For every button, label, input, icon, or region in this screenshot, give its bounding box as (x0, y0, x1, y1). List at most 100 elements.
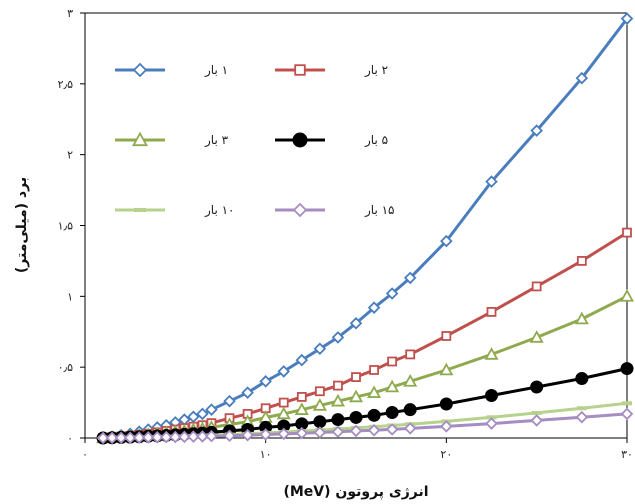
data-point (485, 389, 498, 402)
legend-marker (294, 64, 306, 76)
data-point (530, 124, 543, 137)
data-point (150, 431, 164, 444)
legend-marker (292, 132, 308, 148)
y-tick-label: ۱ (67, 290, 73, 303)
data-point (132, 431, 146, 444)
data-point (205, 429, 218, 443)
data-point (575, 372, 589, 385)
data-point (295, 426, 309, 440)
legend-marker (131, 131, 149, 147)
y-tick-label: ۱٫۵ (58, 220, 73, 233)
series-layer (96, 12, 635, 445)
data-point (330, 393, 345, 407)
data-point (105, 431, 119, 445)
data-point (403, 373, 418, 387)
legend-entry: ۱ بار (115, 62, 228, 78)
data-point (576, 256, 587, 266)
data-point (440, 420, 453, 433)
data-point (385, 379, 400, 393)
data-point (205, 403, 218, 416)
legend-marker (134, 208, 146, 212)
data-point (160, 430, 173, 444)
data-point (96, 431, 110, 445)
legend-entry: ۱۵ بار (275, 202, 395, 218)
data-point (351, 372, 361, 382)
data-point (403, 271, 417, 285)
data-point (439, 362, 454, 376)
data-point (620, 362, 634, 376)
data-point (367, 408, 381, 422)
axes: ۰ ۱۰ ۲۰ ۳۰ ۰ ۰٫۵ ۱ ۱٫۵ ۲ ۲٫۵ ۳ (58, 7, 633, 461)
data-point (385, 423, 399, 436)
y-tick-label: ۳ (67, 7, 73, 20)
data-point (367, 301, 381, 314)
legend-label: ۱۵ بار (364, 203, 395, 218)
data-point (276, 406, 291, 420)
data-point (241, 386, 254, 399)
data-point (259, 375, 272, 388)
legend-marker (292, 202, 308, 218)
data-point (296, 392, 307, 402)
data-point (622, 401, 632, 406)
data-point (620, 407, 634, 421)
plot-area (84, 12, 628, 439)
data-point (486, 307, 497, 317)
data-point (312, 398, 327, 411)
data-point (141, 431, 155, 444)
data-point (403, 403, 417, 417)
data-point (331, 331, 345, 344)
data-point (575, 410, 589, 424)
data-point (387, 356, 398, 367)
legend-marker (132, 62, 148, 78)
series-6 (96, 407, 634, 445)
data-point (196, 430, 209, 443)
data-point (331, 413, 345, 427)
data-point (313, 415, 327, 429)
legend-label: ۵ بار (364, 133, 388, 148)
data-point (223, 394, 236, 408)
data-point (622, 227, 632, 238)
data-point (369, 365, 379, 375)
legend: ۱ بار ۲ بار ۳ بار ۵ بار ۱۰ بار ۱۵ بار (115, 62, 395, 218)
data-point (619, 288, 635, 302)
legend-entry: ۲ بار (275, 63, 388, 78)
x-tick-label: ۳۰ (621, 448, 633, 461)
data-point (485, 417, 498, 430)
series-2 (98, 227, 632, 443)
legend-entry: ۳ بار (115, 131, 229, 148)
data-point (574, 311, 589, 325)
data-point (178, 430, 191, 444)
data-point (349, 410, 363, 424)
data-point (223, 429, 236, 443)
data-point (187, 430, 200, 443)
data-point (278, 397, 289, 408)
data-point (196, 407, 209, 421)
legend-label: ۲ بار (364, 63, 388, 78)
data-point (333, 380, 343, 391)
data-point (530, 380, 544, 394)
data-point (405, 349, 416, 360)
data-point (331, 425, 345, 439)
data-point (485, 175, 498, 188)
data-point (169, 430, 182, 444)
legend-entry: ۵ بار (275, 132, 388, 148)
data-point (367, 385, 382, 398)
x-tick-label: ۲۰ (440, 448, 452, 461)
legend-label: ۱۰ بار (204, 203, 235, 218)
legend-label: ۱ بار (204, 63, 228, 78)
data-point (313, 342, 327, 356)
data-point (277, 427, 291, 441)
data-point (187, 410, 200, 424)
data-point (349, 316, 363, 330)
data-point (241, 428, 254, 442)
data-point (114, 431, 128, 444)
data-point (314, 386, 325, 397)
data-point (576, 406, 587, 411)
data-point (349, 424, 363, 438)
data-point (439, 397, 453, 411)
data-point (277, 365, 291, 378)
data-point (123, 431, 137, 444)
y-tick-label: ۲٫۵ (58, 78, 73, 91)
y-tick-label: ۰ (67, 432, 73, 445)
